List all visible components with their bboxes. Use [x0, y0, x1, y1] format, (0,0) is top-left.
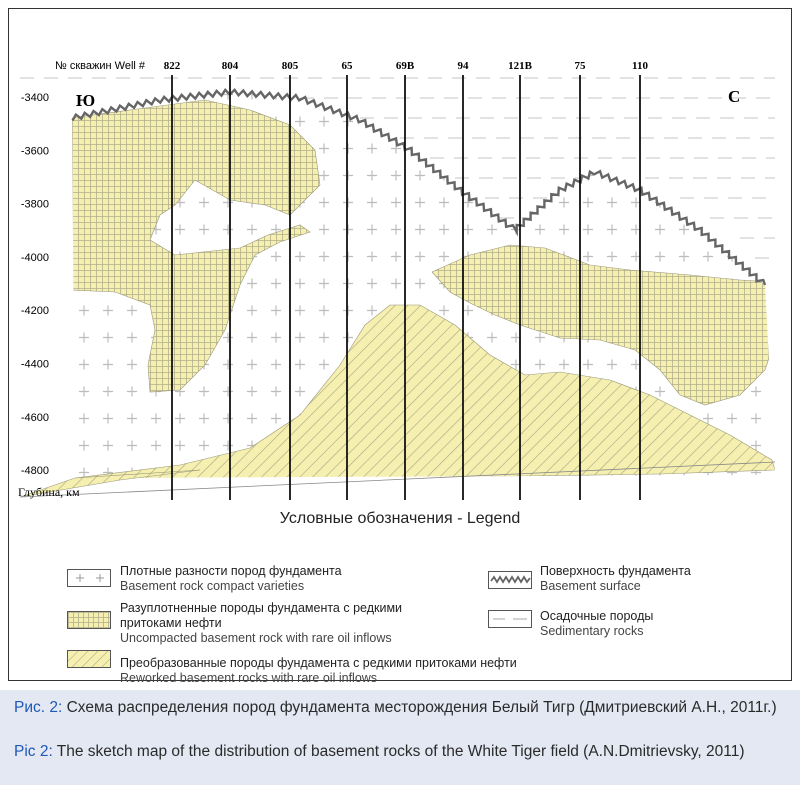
well-label-75: 75 [575, 60, 587, 72]
legend-surface-ru: Поверхность фундамента [540, 564, 691, 578]
legend-uncompacted-ru2: притоками нефти [120, 616, 222, 630]
depth-tick-label: -3800 [21, 199, 49, 211]
well-label-69B: 69B [396, 60, 415, 72]
uncompacted-zone-right [431, 244, 775, 406]
well-label-822: 822 [164, 60, 181, 72]
geologic-section: 822 804 805 65 69B 94 121B 75 110 № скважин Well… [18, 60, 776, 500]
legend-swatch-uncompacted [67, 611, 111, 629]
depth-tick-label: -4000 [21, 252, 49, 264]
depth-tick-label: -4600 [21, 412, 49, 424]
legend-item-sedimentary: Осадочные породы Sedimentary rocks [540, 609, 653, 639]
legend-title: Условные обозначения - Legend [279, 510, 521, 527]
caption-en-label: Pic 2: [14, 743, 53, 760]
legend-item-reworked: Преобразованные породы фундамента с редк… [120, 656, 517, 686]
legend-sedimentary-ru: Осадочные породы [540, 609, 654, 623]
depth-axis: -3400 -3600 -3800 -4000 -4200 -4400 -4600 -4800 [21, 92, 49, 477]
caption-en-text: The sketch map of the distribution of ba… [52, 743, 745, 760]
legend-uncompacted-ru: Разуплотненные породы фундамента с редки… [120, 601, 403, 615]
well-label-110: 110 [632, 60, 648, 72]
sedimentary-layers [20, 77, 775, 259]
depth-tick-label: -4200 [21, 305, 49, 317]
depth-tick-label: -4800 [21, 465, 49, 477]
legend-item-compact: Плотные разности пород фундамента Baseme… [120, 564, 342, 594]
legend-reworked-en: Reworked basement rocks with rare oil in… [120, 671, 378, 685]
direction-north: С [728, 87, 740, 106]
reworked-zone [74, 304, 775, 478]
basement-surface-line [71, 87, 767, 286]
well-label-121B: 121B [508, 60, 533, 72]
reworked-zone-tail [19, 469, 201, 498]
legend-swatch-reworked [67, 650, 111, 668]
caption-ru: Рис. 2: Схема распределения пород фундам… [14, 697, 786, 718]
caption-ru-label: Рис. 2: [14, 699, 63, 716]
legend-uncompacted-en: Uncompacted basement rock with rare oil … [120, 631, 392, 645]
section-base-line [19, 461, 776, 498]
direction-south: Ю [76, 91, 95, 110]
well-label-94: 94 [458, 60, 470, 72]
well-label-804: 804 [222, 60, 239, 72]
figure-caption: Рис. 2: Схема распределения пород фундам… [0, 690, 800, 785]
legend-surface-en: Basement surface [540, 579, 641, 593]
depth-axis-label: Глубина, км [18, 485, 80, 499]
depth-tick-label: -3600 [21, 145, 49, 157]
legend-item-uncompacted: Разуплотненные породы фундамента с редки… [120, 601, 402, 646]
legend-item-surface: Поверхность фундамента Basement surface [540, 564, 691, 594]
legend-swatch-sedimentary [488, 610, 532, 628]
legend-sedimentary-en: Sedimentary rocks [540, 624, 644, 638]
legend-reworked-ru: Преобразованные породы фундамента с редк… [120, 656, 517, 670]
legend-compact-en: Basement rock compact varieties [120, 579, 305, 593]
caption-en: Pic 2: The sketch map of the distributio… [14, 741, 786, 762]
legend-compact-ru: Плотные разности пород фундамента [120, 564, 342, 578]
well-label-65: 65 [342, 60, 354, 72]
legend-swatch-compact [67, 569, 111, 587]
legend-swatch-surface [488, 571, 532, 589]
depth-tick-label: -4400 [21, 359, 49, 371]
wells: 822 804 805 65 69B 94 121B 75 110 [164, 60, 648, 500]
well-label-805: 805 [282, 60, 299, 72]
caption-ru-text: Схема распределения пород фундамента мес… [62, 699, 777, 716]
wells-header-label: № скважин Well # [55, 60, 146, 72]
uncompacted-zone-left [72, 99, 321, 393]
depth-tick-label: -3400 [21, 92, 49, 104]
